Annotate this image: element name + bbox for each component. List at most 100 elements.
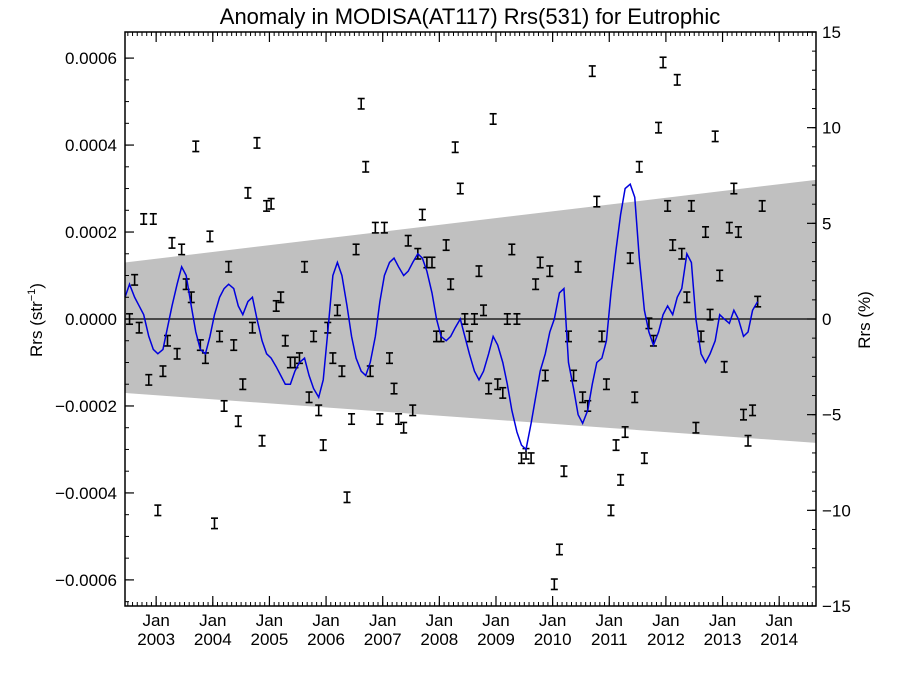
error-bar <box>225 260 233 273</box>
error-bar <box>598 330 606 343</box>
error-bar <box>168 236 176 249</box>
x-tick-label-year: 2003 <box>137 630 175 649</box>
error-bar <box>263 199 271 212</box>
y-tick-label-right: 15 <box>822 23 841 42</box>
error-bar <box>210 517 218 530</box>
error-bar <box>451 141 459 154</box>
error-bar <box>475 265 483 278</box>
error-bar <box>749 404 757 417</box>
error-bar <box>348 412 356 426</box>
error-bar <box>220 399 228 412</box>
error-bar <box>494 378 502 391</box>
error-bar <box>418 208 426 221</box>
error-bar <box>602 378 610 391</box>
y-tick-label-left: −0.0004 <box>55 484 117 503</box>
error-bar <box>234 415 242 428</box>
error-bar <box>532 278 540 291</box>
error-bar <box>655 121 663 134</box>
error-bar <box>485 382 493 395</box>
error-bar <box>159 365 167 378</box>
error-bar <box>740 408 748 421</box>
x-tick-label-year: 2008 <box>420 630 458 649</box>
error-bar <box>560 465 568 478</box>
x-tick-label-month: Jan <box>709 611 736 630</box>
error-bar <box>546 265 554 278</box>
y-tick-label-left: 0.0006 <box>65 49 117 68</box>
error-bar <box>612 439 620 452</box>
y-tick-label-right: −10 <box>822 501 851 520</box>
error-bar <box>277 291 285 304</box>
y-axis-label-left: Rrs (str−1) <box>26 283 46 357</box>
error-bar <box>702 226 710 239</box>
x-tick-label-month: Jan <box>426 611 453 630</box>
y-tick-label-left: 0.0004 <box>65 136 117 155</box>
error-bar <box>230 339 238 352</box>
error-bar <box>744 434 752 447</box>
error-bar <box>730 182 738 195</box>
error-bar <box>536 256 544 269</box>
error-bar <box>395 412 403 426</box>
error-bar <box>386 352 394 365</box>
error-bar <box>588 65 596 78</box>
error-bar <box>541 369 549 382</box>
x-tick-label-year: 2006 <box>307 630 345 649</box>
error-bar <box>508 243 516 256</box>
y-tick-label-left: −0.0002 <box>55 397 117 416</box>
error-bar <box>216 330 224 343</box>
y-tick-label-right: 0 <box>822 310 831 329</box>
error-bar <box>149 212 157 226</box>
error-bar <box>248 321 256 334</box>
x-tick-label-year: 2013 <box>704 630 742 649</box>
y-tick-label-right: −15 <box>822 597 851 616</box>
error-bar <box>154 504 162 517</box>
plot-layer <box>124 56 816 591</box>
error-bar <box>206 230 214 243</box>
error-bar <box>758 199 766 212</box>
error-bar <box>706 308 714 321</box>
error-bar <box>338 365 346 378</box>
error-bar <box>329 352 337 365</box>
error-bar <box>272 299 280 312</box>
error-bar <box>442 239 450 252</box>
y-tick-label-left: 0.0002 <box>65 223 117 242</box>
x-tick-label-year: 2007 <box>364 630 402 649</box>
y-axis-label-right: Rrs (%) <box>855 291 874 349</box>
chart-title: Anomaly in MODISA(AT117) Rrs(531) for Eu… <box>220 4 720 29</box>
x-tick-label-month: Jan <box>369 611 396 630</box>
error-bar <box>678 247 686 260</box>
error-bar <box>376 412 384 426</box>
error-bar <box>607 504 615 517</box>
error-bar <box>527 452 535 465</box>
error-bar <box>720 360 728 373</box>
error-bar <box>550 578 558 591</box>
x-tick-label-month: Jan <box>482 611 509 630</box>
error-bar <box>734 226 742 239</box>
y-tick-label-right: 10 <box>822 119 841 138</box>
error-bar <box>555 543 563 556</box>
error-bar <box>664 199 672 212</box>
x-tick-label-year: 2010 <box>534 630 572 649</box>
error-bar <box>631 391 639 404</box>
error-bar <box>669 239 677 252</box>
error-bar <box>465 330 473 343</box>
error-bar <box>310 330 318 343</box>
y-tick-label-right: 5 <box>822 214 831 233</box>
x-tick-label-month: Jan <box>652 611 679 630</box>
x-tick-label-year: 2012 <box>647 630 685 649</box>
error-bar <box>503 312 511 326</box>
confidence-band <box>125 179 816 443</box>
error-bar <box>692 421 700 434</box>
error-bar <box>135 321 143 334</box>
error-bar <box>192 140 200 153</box>
x-tick-label-month: Jan <box>142 611 169 630</box>
error-bar <box>499 386 507 399</box>
error-bar <box>131 273 139 286</box>
error-bar <box>319 439 327 452</box>
error-bar <box>343 491 351 504</box>
error-bar <box>574 260 582 273</box>
error-bar <box>258 434 266 447</box>
error-bar <box>461 312 469 326</box>
error-bar <box>380 221 388 234</box>
error-bar <box>617 473 625 486</box>
